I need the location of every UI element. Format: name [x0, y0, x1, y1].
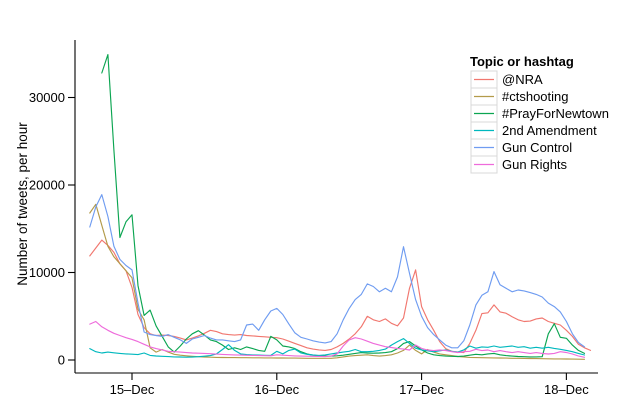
x-axis: 15–Dec 16–Dec 17–Dec 18–Dec — [110, 373, 589, 397]
x-tick-label: 16–Dec — [254, 382, 299, 397]
legend-label-ctshooting: #ctshooting — [502, 89, 569, 104]
x-tick-label: 15–Dec — [110, 382, 155, 397]
legend-label-2nd-amendment: 2nd Amendment — [502, 123, 597, 138]
legend-label-nra: @NRA — [502, 72, 543, 87]
y-tick-label: 20000 — [29, 178, 65, 193]
series-line-gun-control — [89, 194, 586, 349]
plot-series — [89, 54, 592, 360]
y-axis: 0 10000 20000 30000 — [29, 90, 75, 368]
legend: Topic or hashtag @NRA #ctshooting #PrayFor… — [470, 54, 609, 174]
series-line-gun-rights — [89, 320, 586, 358]
legend-label-gun-rights: Gun Rights — [502, 157, 568, 172]
legend-label-prayfornewtown: #PrayForNewtown — [502, 106, 609, 121]
legend-entries: @NRA #ctshooting #PrayForNewtown 2nd Amendm… — [470, 70, 609, 174]
legend-label-gun-control: Gun Control — [502, 140, 572, 155]
legend-title: Topic or hashtag — [470, 54, 574, 69]
x-tick-label: 17–Dec — [399, 382, 444, 397]
series-line-prayfornewtown — [101, 54, 586, 358]
y-tick-label: 10000 — [29, 265, 65, 280]
series-line-ctshooting — [89, 203, 586, 360]
y-axis-title: Number of tweets, per hour — [15, 122, 30, 286]
x-tick-label: 18–Dec — [544, 382, 589, 397]
y-tick-label: 30000 — [29, 90, 65, 105]
y-tick-label: 0 — [58, 353, 65, 368]
